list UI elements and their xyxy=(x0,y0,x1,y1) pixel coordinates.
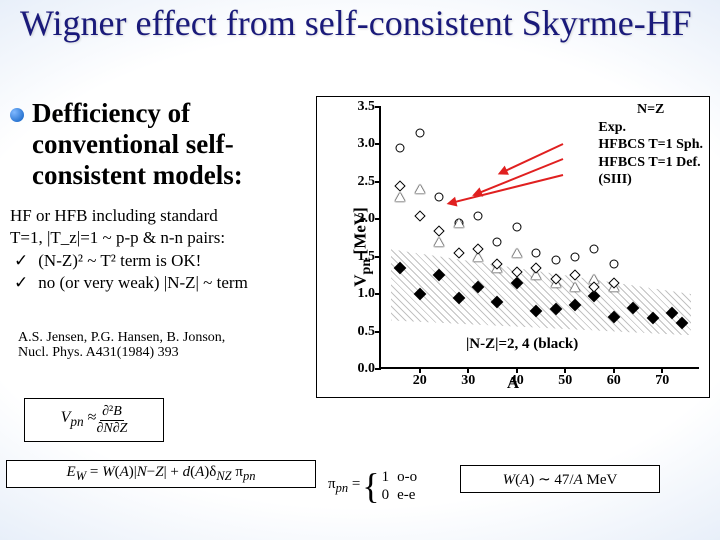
legend-heading: N=Z xyxy=(598,101,703,119)
data-point xyxy=(454,219,464,228)
y-tick: 2.5 xyxy=(343,174,375,190)
slide-title: Wigner effect from self-consistent Skyrm… xyxy=(20,4,710,44)
x-tick: 60 xyxy=(607,373,621,389)
citation-l1: A.S. Jensen, P.G. Hansen, B. Jonson, xyxy=(18,330,298,345)
legend-item: HFBCS T=1 Sph. xyxy=(598,136,703,154)
y-tick: 0.0 xyxy=(343,361,375,377)
bullet-dot-icon xyxy=(10,108,24,122)
y-tick: 3.0 xyxy=(343,136,375,152)
data-point xyxy=(551,256,560,265)
x-tick: 20 xyxy=(413,373,427,389)
data-point xyxy=(434,225,445,236)
y-tick: 3.5 xyxy=(343,99,375,115)
check-icon: ✓ xyxy=(14,251,28,271)
bullet-text: Defficiency of conventional self-consist… xyxy=(32,98,310,191)
pw-val: 1 xyxy=(382,468,390,486)
pw-lbl: e-e xyxy=(397,486,415,504)
chart-note: |N-Z|=2, 4 (black) xyxy=(466,336,578,353)
citation: A.S. Jensen, P.G. Hansen, B. Jonson, Nuc… xyxy=(18,330,298,361)
data-point xyxy=(434,237,444,246)
data-point xyxy=(453,247,464,258)
data-point xyxy=(609,260,618,269)
data-point xyxy=(512,248,522,257)
y-tick: 2.0 xyxy=(343,211,375,227)
data-point xyxy=(590,245,599,254)
y-tick: 1.5 xyxy=(343,249,375,265)
formula-wa: W(A) ∼ 47/A MeV xyxy=(460,465,660,493)
x-tick: 30 xyxy=(461,373,475,389)
data-point xyxy=(395,180,406,191)
check-icon: ✓ xyxy=(14,273,28,293)
sub-line-2: T=1, |T_z|=1 ~ p-p & n-n pairs: xyxy=(10,228,310,248)
hatch-band xyxy=(391,249,692,335)
check-1-text: (N-Z)² ~ T² term is OK! xyxy=(38,251,201,271)
bullet-section: Defficiency of conventional self-consist… xyxy=(10,98,310,191)
data-point xyxy=(512,222,521,231)
formula-vpn: Vpn ≈ ∂²B∂N∂Z xyxy=(24,398,164,442)
bullet-row: Defficiency of conventional self-consist… xyxy=(10,98,310,191)
y-tick: 0.5 xyxy=(343,324,375,340)
legend-item: HFBCS T=1 Def. xyxy=(598,154,703,172)
citation-l2: Nucl. Phys. A431(1984) 393 xyxy=(18,345,298,360)
data-point xyxy=(435,192,444,201)
x-tick: 40 xyxy=(510,373,524,389)
data-point xyxy=(532,248,541,257)
data-point xyxy=(493,237,502,246)
check-2: ✓ no (or very weak) |N-Z| ~ term xyxy=(10,273,310,293)
data-point xyxy=(395,192,405,201)
legend-item: (SIII) xyxy=(598,171,703,189)
y-tick: 1.0 xyxy=(343,286,375,302)
formula-ew: EW = W(A)|N−Z| + d(A)δNZ πpn xyxy=(6,460,316,488)
data-point xyxy=(570,282,580,291)
data-point xyxy=(473,211,482,220)
pw-lbl: o-o xyxy=(397,468,417,486)
data-point xyxy=(414,210,425,221)
pw-val: 0 xyxy=(382,486,390,504)
x-tick: 70 xyxy=(655,373,669,389)
legend-item: Exp. xyxy=(598,119,703,137)
data-point xyxy=(570,252,579,261)
x-tick: 50 xyxy=(558,373,572,389)
sub-bullets: HF or HFB including standard T=1, |T_z|=… xyxy=(10,206,310,294)
data-point xyxy=(396,144,405,153)
data-point xyxy=(415,129,424,138)
formula-piecewise: πpn = { 1o-o 0e-e xyxy=(328,468,417,504)
data-point xyxy=(415,185,425,194)
check-2-text: no (or very weak) |N-Z| ~ term xyxy=(38,273,248,293)
sub-line-1: HF or HFB including standard xyxy=(10,206,310,226)
chart-legend: N=Z Exp. HFBCS T=1 Sph. HFBCS T=1 Def. (… xyxy=(598,101,703,189)
check-1: ✓ (N-Z)² ~ T² term is OK! xyxy=(10,251,310,271)
